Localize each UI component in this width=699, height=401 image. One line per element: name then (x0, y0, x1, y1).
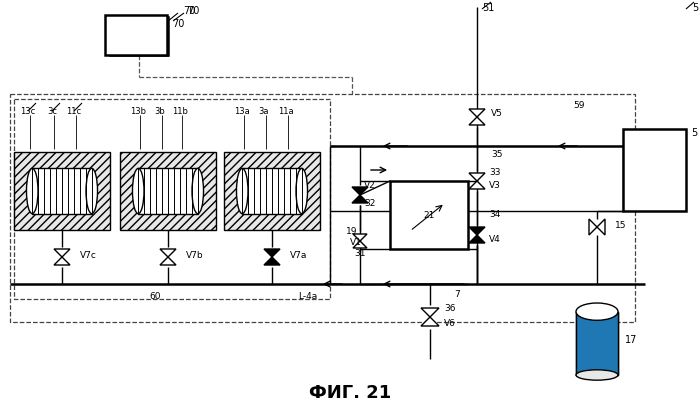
Polygon shape (589, 219, 597, 235)
Text: 31: 31 (354, 249, 366, 258)
Ellipse shape (192, 169, 203, 214)
Text: V7c: V7c (80, 251, 97, 260)
Ellipse shape (296, 169, 308, 214)
Polygon shape (54, 257, 70, 265)
Text: V6: V6 (444, 319, 456, 328)
Polygon shape (469, 110, 485, 118)
Text: V1: V1 (350, 238, 362, 247)
Text: 5: 5 (691, 128, 697, 138)
Ellipse shape (133, 169, 144, 214)
Polygon shape (264, 257, 280, 265)
Bar (120, 153, 216, 231)
Polygon shape (160, 249, 176, 257)
Polygon shape (469, 118, 485, 126)
Text: 3b: 3b (154, 107, 166, 116)
Text: V4: V4 (489, 235, 500, 244)
Bar (224, 153, 320, 231)
Ellipse shape (86, 169, 98, 214)
Text: 13b: 13b (130, 107, 146, 116)
Bar (390, 182, 468, 249)
Text: 13c: 13c (20, 107, 36, 116)
Ellipse shape (576, 370, 618, 380)
Bar (138, 169, 198, 214)
Bar (110, 18, 168, 56)
Text: 32: 32 (364, 199, 375, 208)
Bar (105, 16, 167, 56)
Text: V7a: V7a (290, 251, 308, 260)
Polygon shape (469, 174, 485, 182)
Bar (623, 130, 686, 211)
Text: ФИГ. 21: ФИГ. 21 (309, 383, 391, 401)
Polygon shape (352, 188, 368, 196)
Bar (576, 312, 618, 375)
Text: 34: 34 (489, 210, 500, 219)
Text: 5: 5 (692, 3, 698, 13)
Ellipse shape (236, 169, 248, 214)
Text: L-4a: L-4a (298, 292, 317, 301)
Text: 33: 33 (489, 168, 500, 177)
Text: 59: 59 (573, 100, 584, 109)
Text: 11a: 11a (278, 107, 294, 116)
Ellipse shape (27, 169, 38, 214)
Text: 11b: 11b (172, 107, 188, 116)
Text: 15: 15 (615, 221, 626, 230)
Text: V2: V2 (364, 181, 376, 190)
Text: 19: 19 (346, 227, 357, 236)
Polygon shape (353, 241, 367, 248)
Bar (14, 100, 330, 299)
Text: 35: 35 (491, 150, 503, 159)
Text: 70: 70 (183, 6, 196, 16)
Polygon shape (469, 182, 485, 190)
Text: 70: 70 (187, 6, 199, 16)
Text: 21: 21 (424, 211, 435, 220)
Text: 17: 17 (625, 334, 637, 344)
Polygon shape (160, 257, 176, 265)
Ellipse shape (576, 303, 618, 320)
Text: V7b: V7b (186, 251, 203, 260)
Polygon shape (421, 308, 439, 317)
Polygon shape (421, 317, 439, 326)
Bar (14, 153, 110, 231)
Polygon shape (469, 235, 485, 243)
Polygon shape (54, 249, 70, 257)
Polygon shape (264, 249, 280, 257)
Text: 3c: 3c (47, 107, 57, 116)
Bar (10, 95, 635, 322)
Polygon shape (353, 235, 367, 241)
Polygon shape (352, 196, 368, 203)
Text: 60: 60 (150, 292, 161, 301)
Text: 36: 36 (444, 304, 456, 313)
Text: 7: 7 (454, 290, 460, 299)
Text: 3a: 3a (259, 107, 269, 116)
Polygon shape (597, 219, 605, 235)
Text: 70: 70 (172, 19, 185, 29)
Bar (576, 312, 618, 375)
Text: V3: V3 (489, 181, 501, 190)
Text: 13a: 13a (234, 107, 250, 116)
Polygon shape (469, 227, 485, 235)
Bar (32, 169, 92, 214)
Text: V5: V5 (491, 109, 503, 118)
Bar (243, 169, 302, 214)
Text: 11c: 11c (66, 107, 82, 116)
Text: 51: 51 (482, 3, 494, 13)
